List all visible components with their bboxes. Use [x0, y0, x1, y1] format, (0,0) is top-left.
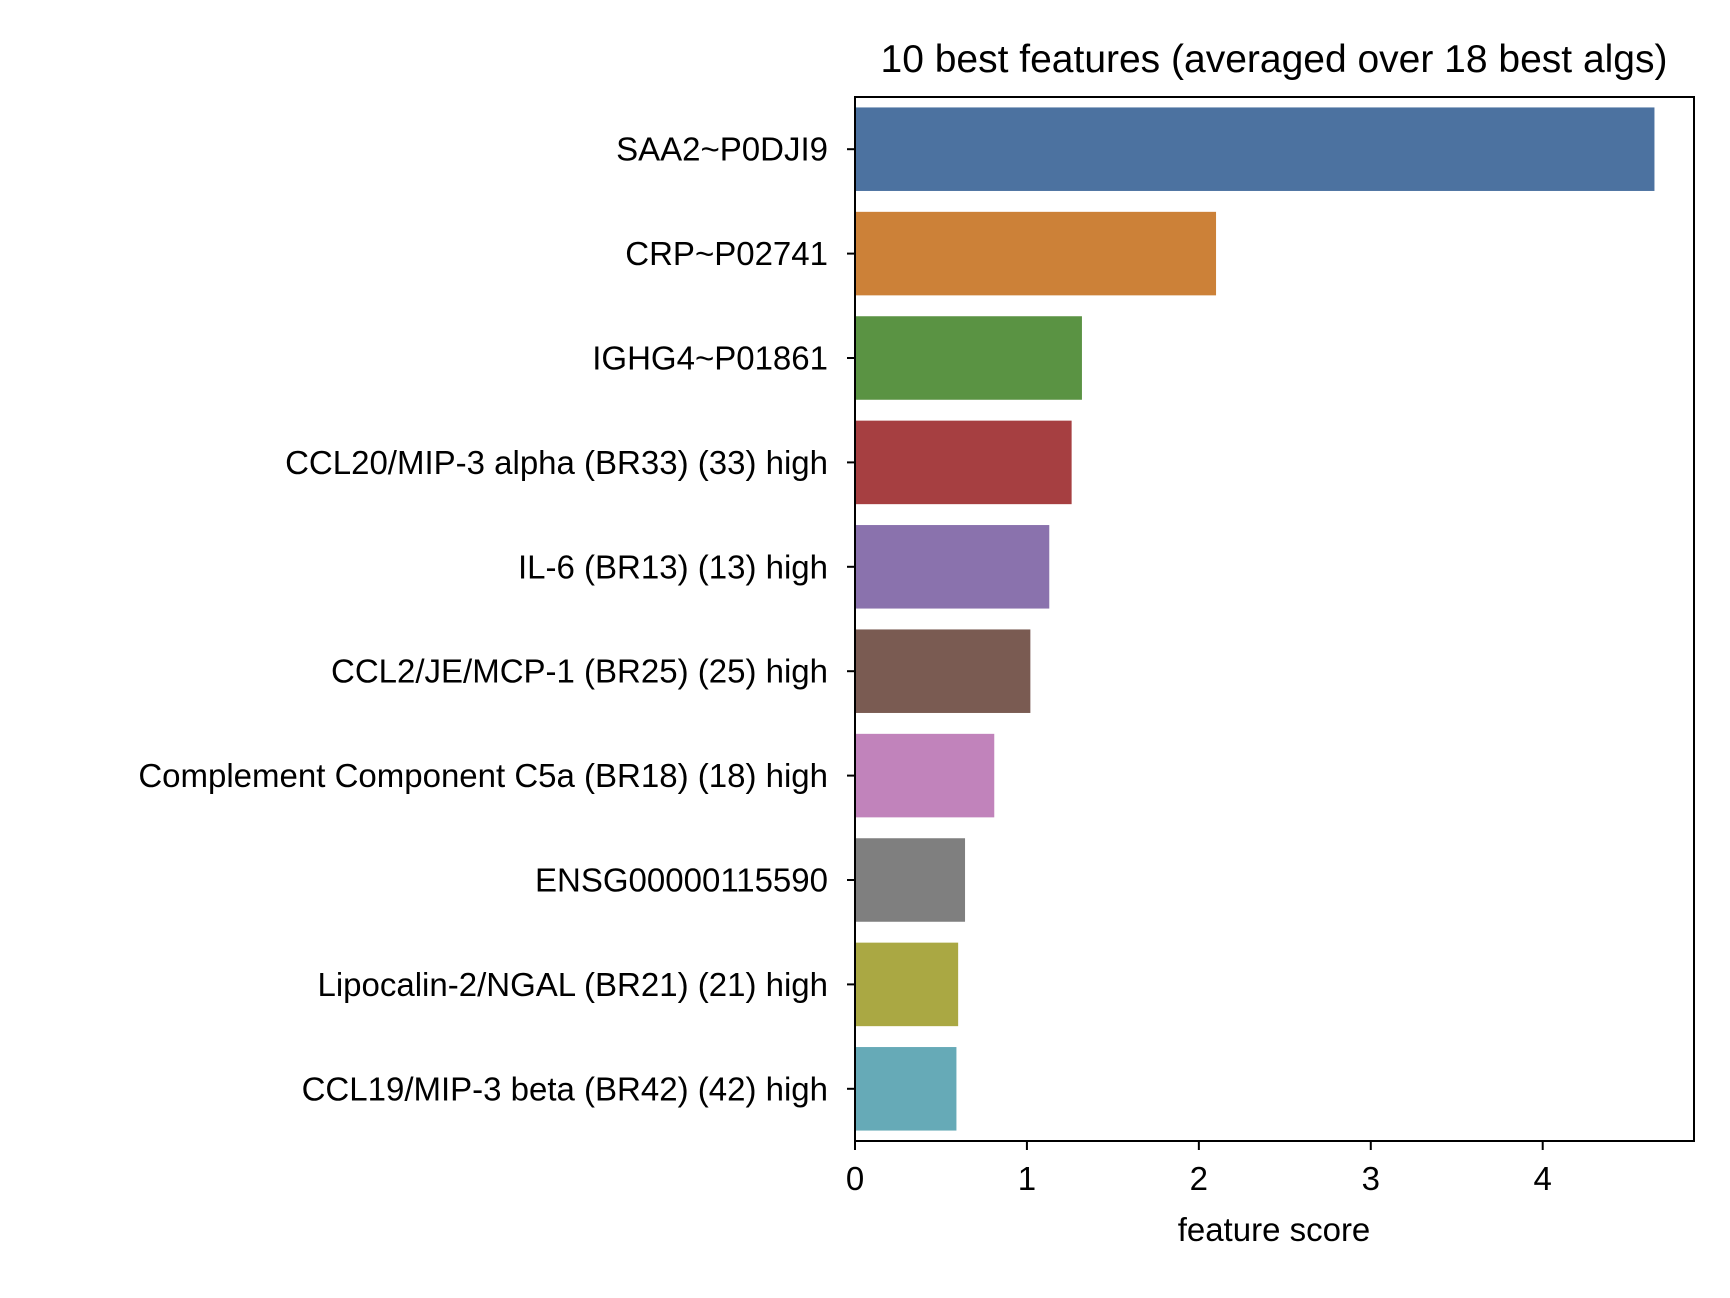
bar-0 — [855, 107, 1655, 191]
category-label: IL-6 (BR13) (13) high — [518, 548, 828, 585]
category-label: Lipocalin-2/NGAL (BR21) (21) high — [317, 966, 828, 1003]
x-tick-label: 2 — [1190, 1160, 1208, 1197]
x-tick-label: 3 — [1362, 1160, 1380, 1197]
x-tick-label: 0 — [846, 1160, 864, 1197]
bar-3 — [855, 420, 1072, 505]
x-axis-title: feature score — [1178, 1211, 1371, 1248]
bar-6 — [855, 733, 995, 818]
bars-group — [855, 107, 1655, 1131]
category-label: Complement Component C5a (BR18) (18) hig… — [138, 757, 828, 794]
category-label: CCL19/MIP-3 beta (BR42) (42) high — [302, 1070, 828, 1107]
plot-frame — [854, 96, 1695, 1142]
category-label: CCL2/JE/MCP-1 (BR25) (25) high — [331, 653, 828, 690]
category-label: IGHG4~P01861 — [592, 340, 828, 377]
x-tick-label: 1 — [1018, 1160, 1036, 1197]
category-label: SAA2~P0DJI9 — [616, 131, 828, 168]
bar-7 — [855, 838, 966, 922]
bar-9 — [855, 1047, 957, 1131]
chart-title: 10 best features (averaged over 18 best … — [881, 38, 1668, 81]
x-axis-ticks: 0 1 2 3 4 — [846, 1141, 1552, 1197]
category-label: CCL20/MIP-3 alpha (BR33) (33) high — [285, 444, 828, 481]
bar-2 — [855, 316, 1082, 400]
category-label: CRP~P02741 — [625, 235, 828, 272]
y-axis-ticks: SAA2~P0DJI9 CRP~P02741 IGHG4~P01861 CCL20/M… — [138, 131, 855, 1107]
category-label: ENSG00000115590 — [535, 862, 828, 899]
bar-8 — [855, 942, 959, 1027]
bar-4 — [855, 525, 1050, 609]
bar-1 — [855, 211, 1217, 296]
x-tick-label: 4 — [1534, 1160, 1552, 1197]
bar-5 — [855, 629, 1031, 713]
